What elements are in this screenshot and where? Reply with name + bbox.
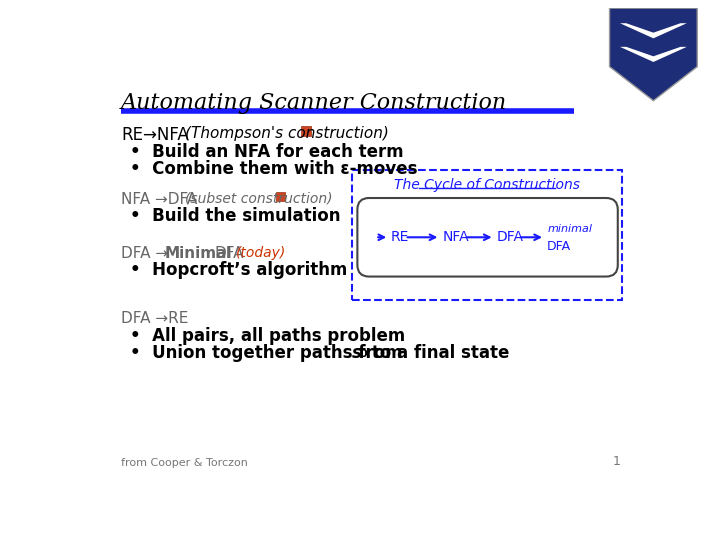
- Text: (today): (today): [235, 246, 286, 260]
- Text: Minimal: Minimal: [164, 246, 232, 261]
- FancyBboxPatch shape: [301, 126, 311, 137]
- FancyBboxPatch shape: [276, 192, 285, 201]
- Text: Automating Scanner Construction: Automating Scanner Construction: [121, 92, 508, 114]
- Text: NFA →DFA: NFA →DFA: [121, 192, 197, 207]
- Text: DFA: DFA: [497, 230, 524, 244]
- Text: (subset construction): (subset construction): [184, 192, 332, 206]
- Text: s: s: [352, 343, 362, 362]
- Text: DFA: DFA: [547, 240, 572, 253]
- Text: RE→NFA: RE→NFA: [121, 126, 189, 144]
- Text: 0: 0: [360, 349, 367, 359]
- Text: 1: 1: [613, 455, 621, 468]
- Text: •  Hopcroft’s algorithm: • Hopcroft’s algorithm: [130, 261, 348, 279]
- Text: DFA →: DFA →: [121, 246, 168, 261]
- Text: NFA: NFA: [443, 230, 469, 244]
- Text: DFA →RE: DFA →RE: [121, 311, 189, 326]
- Text: from Cooper & Torczon: from Cooper & Torczon: [121, 458, 248, 468]
- Text: •  Build an NFA for each term: • Build an NFA for each term: [130, 143, 404, 161]
- Text: The Cycle of Constructions: The Cycle of Constructions: [394, 178, 580, 192]
- Text: •  Union together paths from: • Union together paths from: [130, 343, 409, 362]
- Text: RE: RE: [391, 230, 409, 244]
- Text: •  All pairs, all paths problem: • All pairs, all paths problem: [130, 327, 405, 345]
- Text: minimal: minimal: [547, 224, 593, 234]
- Text: DFA: DFA: [214, 246, 243, 261]
- FancyBboxPatch shape: [352, 170, 621, 300]
- Polygon shape: [610, 8, 697, 100]
- Text: (Thompson's construction): (Thompson's construction): [184, 126, 388, 141]
- Text: •  Build the simulation: • Build the simulation: [130, 207, 341, 225]
- Polygon shape: [620, 47, 687, 62]
- Polygon shape: [620, 23, 687, 38]
- Text: •  Combine them with ε-moves: • Combine them with ε-moves: [130, 160, 418, 178]
- FancyBboxPatch shape: [357, 198, 618, 276]
- Text: to a final state: to a final state: [366, 343, 509, 362]
